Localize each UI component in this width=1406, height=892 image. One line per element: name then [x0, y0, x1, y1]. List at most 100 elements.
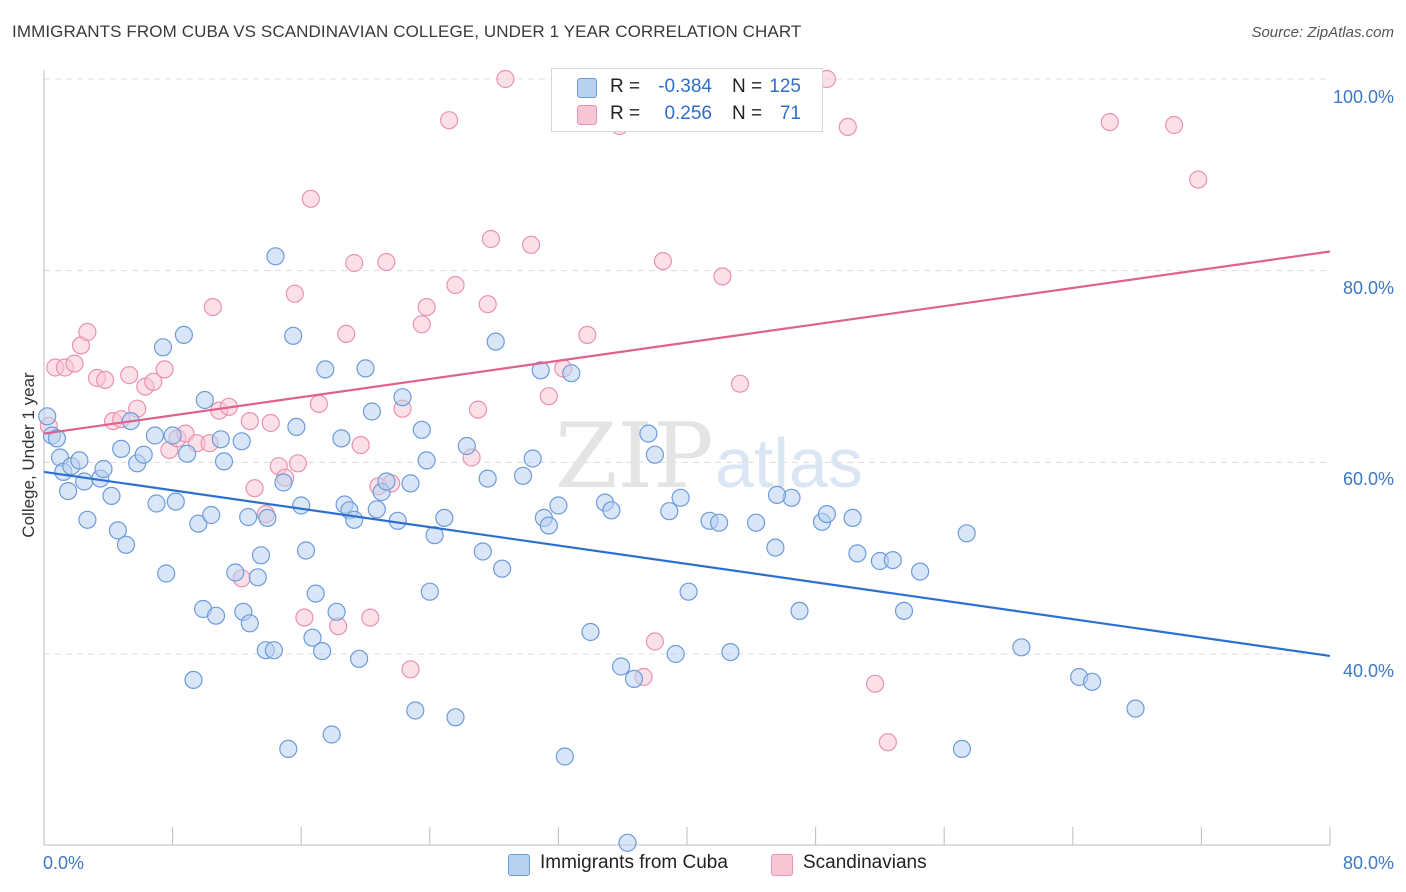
data-point-cuba	[322, 725, 341, 744]
data-point-cuba	[214, 452, 234, 471]
data-point-cuba	[94, 459, 113, 479]
data-point-cuba	[513, 466, 533, 485]
data-point-cuba	[721, 642, 740, 662]
watermark-zip: ZIP	[555, 404, 714, 509]
data-point-cuba	[147, 494, 166, 513]
data-point-cuba	[894, 601, 914, 621]
data-point-cuba	[264, 641, 283, 660]
source-label: Source: ZipAtlas.com	[1251, 24, 1394, 41]
y-axis-label: College, Under 1 year	[19, 372, 38, 538]
data-point-cuba	[848, 544, 867, 563]
data-point-cuba	[539, 516, 558, 535]
data-point-cuba	[679, 582, 698, 601]
data-point-cuba	[671, 488, 690, 507]
legend-n-value: 125	[769, 76, 801, 97]
data-point-cuba	[531, 361, 550, 380]
data-point-cuba	[549, 496, 568, 515]
data-point-cuba	[790, 601, 809, 621]
data-point-cuba	[406, 701, 425, 720]
data-point-scandinavians	[78, 322, 97, 342]
data-point-cuba	[883, 550, 902, 570]
data-point-cuba	[303, 628, 322, 647]
data-point-cuba	[660, 502, 679, 521]
data-point-cuba	[766, 538, 785, 557]
data-point-cuba	[957, 524, 976, 543]
data-point-scandinavians	[309, 394, 328, 413]
data-point-cuba	[206, 606, 226, 625]
data-point-cuba	[666, 644, 685, 664]
data-point-scandinavians	[730, 374, 750, 393]
legend-swatch-scandinavians	[771, 854, 793, 876]
legend-row-cuba: R = -0.384 N = 125	[552, 74, 822, 100]
data-point-scandinavians	[245, 479, 264, 498]
data-point-cuba	[420, 582, 439, 601]
data-point-cuba	[435, 508, 454, 528]
legend-r-label: R =	[610, 103, 641, 124]
data-point-cuba	[316, 360, 335, 379]
data-point-scandinavians	[478, 295, 497, 314]
legend-n-label: N =	[732, 76, 763, 97]
data-point-cuba	[75, 472, 94, 491]
watermark-atlas: atlas	[715, 424, 863, 502]
data-point-cuba	[58, 482, 78, 501]
data-point-cuba	[910, 562, 930, 581]
data-point-scandinavians	[240, 412, 259, 431]
data-point-cuba	[332, 429, 351, 448]
data-point-cuba	[446, 708, 465, 727]
legend-swatch-blue	[577, 78, 597, 98]
data-point-cuba	[417, 451, 436, 470]
data-point-cuba	[211, 430, 230, 449]
data-point-scandinavians	[144, 372, 163, 391]
legend-n-label: N =	[732, 103, 763, 124]
data-point-cuba	[523, 449, 542, 468]
data-point-cuba	[116, 535, 136, 554]
legend-label-cuba: Immigrants from Cuba	[540, 852, 728, 873]
data-point-cuba	[296, 541, 316, 560]
data-point-cuba	[274, 473, 293, 492]
data-point-scandinavians	[838, 117, 857, 137]
data-point-scandinavians	[496, 69, 515, 89]
data-point-scandinavians	[645, 632, 665, 651]
data-point-scandinavians	[351, 436, 370, 455]
y-tick-label-80: 80.0%	[1343, 278, 1394, 298]
data-point-scandinavians	[203, 298, 222, 317]
data-point-cuba	[401, 474, 420, 493]
legend-swatch-cuba	[508, 854, 530, 876]
data-point-scandinavians	[337, 324, 356, 343]
data-point-scandinavians	[578, 325, 597, 344]
axis-labels: College, Under 1 year 0.0% 80.0% 40.0% 6…	[19, 87, 1394, 873]
data-point-cuba	[345, 510, 364, 529]
data-point-scandinavians	[261, 413, 280, 433]
data-point-cuba	[47, 429, 67, 448]
data-point-scandinavians	[713, 267, 732, 286]
data-point-cuba	[377, 472, 396, 491]
data-point-scandinavians	[412, 315, 431, 334]
data-point-cuba	[555, 747, 574, 766]
data-point-cuba	[1012, 638, 1031, 657]
data-point-cuba	[239, 507, 258, 527]
data-point-scandinavians	[1100, 112, 1119, 132]
data-point-scandinavians	[468, 400, 488, 419]
legend-r-value: -0.384	[658, 76, 712, 97]
data-point-cuba	[232, 432, 251, 451]
data-point-scandinavians	[446, 275, 465, 295]
data-point-cuba	[457, 436, 476, 456]
data-point-cuba	[258, 508, 277, 528]
data-point-cuba	[184, 670, 203, 690]
data-point-cuba	[157, 564, 176, 583]
data-point-cuba	[38, 407, 57, 426]
data-point-cuba	[1126, 699, 1145, 718]
data-point-scandinavians	[653, 252, 673, 271]
trend-line-scandinavians	[43, 250, 1331, 435]
data-point-scandinavians	[1189, 170, 1208, 189]
data-point-cuba	[817, 504, 837, 524]
chart-title: IMMIGRANTS FROM CUBA VS SCANDINAVIAN COL…	[12, 22, 802, 41]
data-point-cuba	[350, 649, 369, 668]
data-point-scandinavians	[295, 608, 314, 627]
data-point-cuba	[746, 513, 766, 532]
data-point-scandinavians	[539, 387, 558, 406]
data-point-cuba	[367, 500, 386, 519]
data-point-scandinavians	[65, 354, 84, 373]
data-point-cuba	[639, 424, 658, 443]
data-point-cuba	[709, 513, 729, 532]
